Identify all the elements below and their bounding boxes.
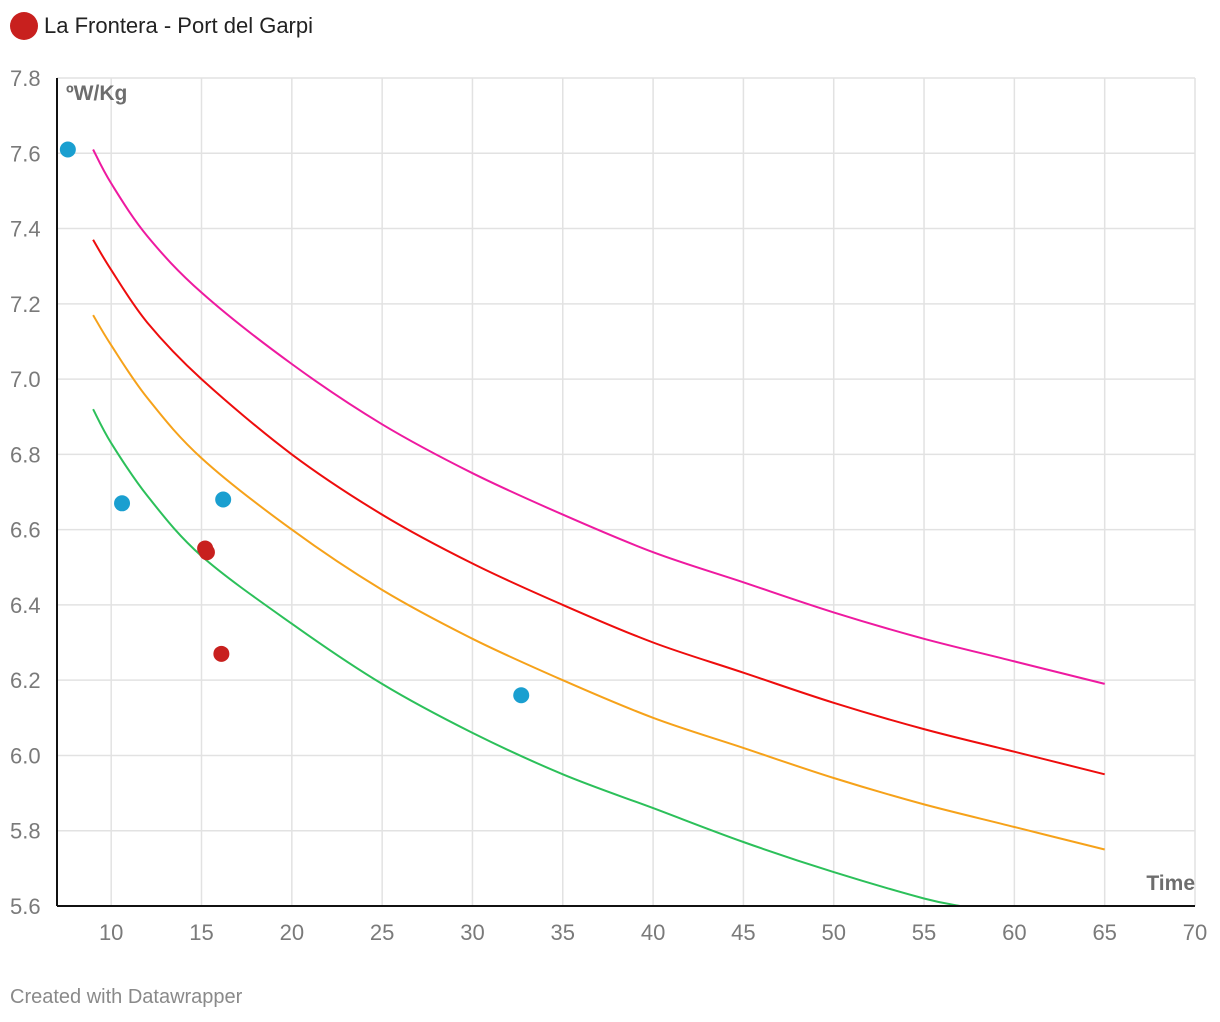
- x-axis-title: Time: [1146, 872, 1195, 895]
- x-tick-label: 20: [280, 920, 304, 945]
- legend-marker: [10, 12, 38, 40]
- curve-layer: [92, 149, 1105, 907]
- x-tick-label: 60: [1002, 920, 1026, 945]
- x-tick-label: 70: [1183, 920, 1207, 945]
- y-tick-label: 6.6: [10, 518, 41, 543]
- legend-label: La Frontera - Port del Garpi: [44, 13, 314, 38]
- x-tick-label: 50: [821, 920, 845, 945]
- data-point-other[interactable]: [59, 141, 76, 158]
- curve-red: [92, 239, 1105, 776]
- y-tick-label: 6.0: [10, 743, 41, 768]
- y-axis-title: ºW/Kg: [66, 82, 127, 105]
- curve-orange: [92, 314, 1105, 851]
- axis-layer: [56, 78, 1195, 907]
- y-tick-label: 6.8: [10, 442, 41, 467]
- data-point-other[interactable]: [215, 491, 232, 508]
- y-tick-label: 5.6: [10, 894, 41, 919]
- x-tick-label: 65: [1092, 920, 1116, 945]
- y-tick-label: 7.6: [10, 141, 41, 166]
- x-tick-label: 30: [460, 920, 484, 945]
- data-point-la-frontera[interactable]: [198, 544, 215, 561]
- y-tick-label: 5.8: [10, 819, 41, 844]
- legend: La Frontera - Port del Garpi: [10, 11, 313, 41]
- point-layer: [59, 141, 530, 704]
- y-tick-label: 6.4: [10, 593, 41, 618]
- data-point-la-frontera[interactable]: [213, 645, 230, 662]
- x-tick-label: 15: [189, 920, 213, 945]
- footer-credit: Created with Datawrapper: [10, 986, 243, 1008]
- x-tick-label: 35: [551, 920, 575, 945]
- curve-green: [92, 408, 961, 907]
- y-tick-label: 7.4: [10, 217, 41, 242]
- y-tick-label: 7.0: [10, 367, 41, 392]
- x-tick-label: 25: [370, 920, 394, 945]
- grid-layer: [57, 77, 1196, 906]
- curve-pink: [92, 149, 1105, 685]
- x-tick-label: 10: [99, 920, 123, 945]
- y-tick-label: 7.8: [10, 66, 41, 91]
- data-point-other[interactable]: [114, 495, 131, 512]
- x-tick-label: 55: [912, 920, 936, 945]
- tick-layer: 5.6 5.8 6.0 6.2 6.4 6.6 6.8 7.0 7.2 7.4 7.6 7.8 10 15…: [10, 66, 1207, 945]
- x-tick-label: 45: [731, 920, 755, 945]
- y-tick-label: 6.2: [10, 668, 41, 693]
- data-point-other[interactable]: [513, 687, 530, 704]
- x-tick-label: 40: [641, 920, 665, 945]
- y-tick-label: 7.2: [10, 292, 41, 317]
- scatter-chart: 5.6 5.8 6.0 6.2 6.4 6.6 6.8 7.0 7.2 7.4 7.6 7.8 10 15…: [10, 66, 1207, 945]
